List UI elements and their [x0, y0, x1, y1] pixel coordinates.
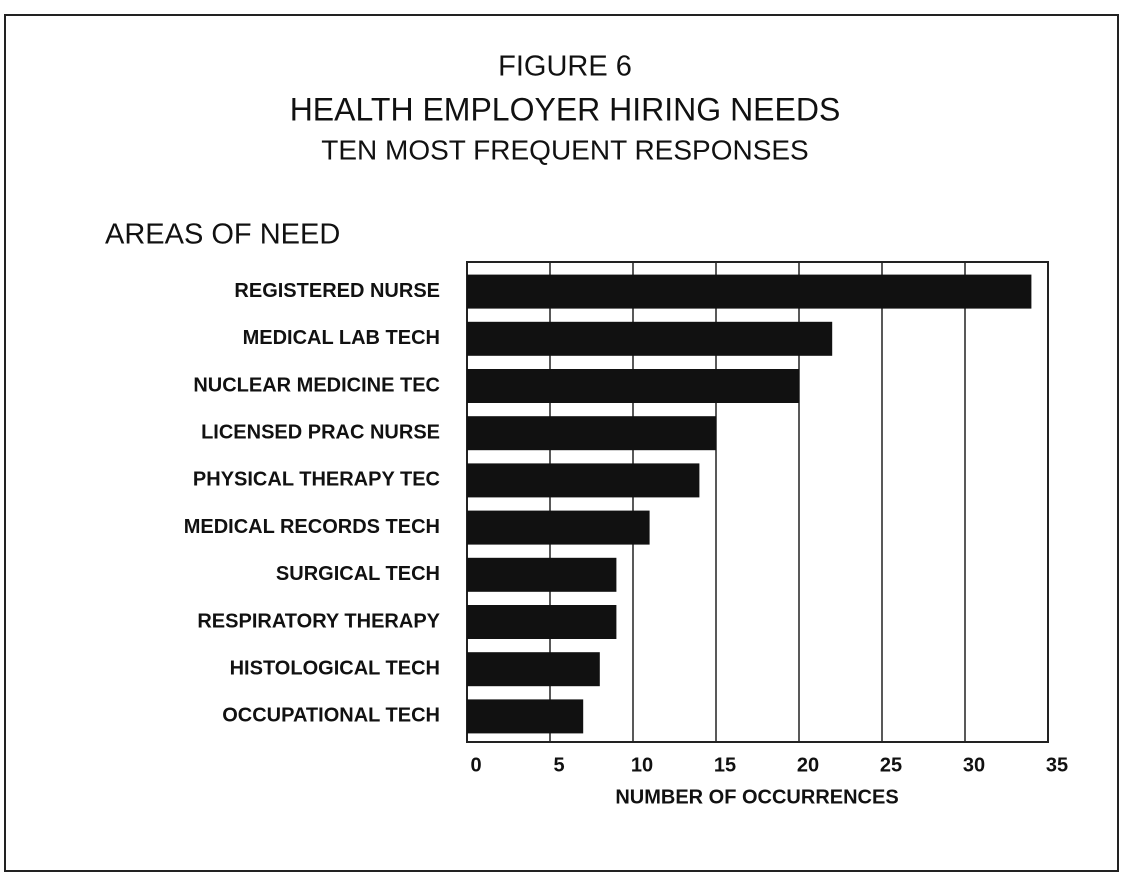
- chart-subtitle: TEN MOST FREQUENT RESPONSES: [321, 134, 808, 165]
- x-tick-label: 10: [631, 754, 653, 776]
- bar: [467, 321, 833, 356]
- y-tick-label: REGISTERED NURSE: [234, 280, 440, 302]
- bar: [467, 652, 600, 687]
- y-tick-label: SURGICAL TECH: [276, 563, 440, 585]
- bar: [467, 463, 700, 498]
- bar: [467, 416, 716, 451]
- y-tick-label: PHYSICAL THERAPY TEC: [193, 469, 440, 491]
- y-tick-label: RESPIRATORY THERAPY: [197, 610, 440, 632]
- bar: [467, 557, 617, 592]
- bar: [467, 274, 1032, 309]
- y-tick-label: OCCUPATIONAL TECH: [222, 705, 440, 727]
- bar: [467, 605, 617, 639]
- x-tick-label: 35: [1046, 754, 1068, 776]
- x-tick-label: 15: [714, 754, 736, 776]
- bar: [467, 510, 650, 545]
- y-tick-label: HISTOLOGICAL TECH: [230, 657, 440, 679]
- x-tick-label: 30: [963, 754, 985, 776]
- x-tick-label: 25: [880, 754, 902, 776]
- y-tick-label: MEDICAL RECORDS TECH: [184, 516, 440, 538]
- x-axis-label: NUMBER OF OCCURRENCES: [615, 786, 898, 808]
- y-tick-label: NUCLEAR MEDICINE TEC: [193, 374, 440, 396]
- page-frame: [4, 14, 1119, 872]
- plot-frame: [466, 261, 1049, 743]
- chart-title: HEALTH EMPLOYER HIRING NEEDS: [290, 91, 841, 127]
- y-tick-label: MEDICAL LAB TECH: [243, 327, 440, 349]
- bar: [467, 699, 584, 734]
- y-tick-label: LICENSED PRAC NURSE: [201, 421, 440, 443]
- x-tick-label: 20: [797, 754, 819, 776]
- chart-title: FIGURE 6: [498, 51, 632, 83]
- x-tick-label: 0: [470, 754, 481, 776]
- y-axis-label: AREAS OF NEED: [105, 219, 340, 251]
- bar: [467, 369, 799, 403]
- x-tick-label: 5: [553, 754, 564, 776]
